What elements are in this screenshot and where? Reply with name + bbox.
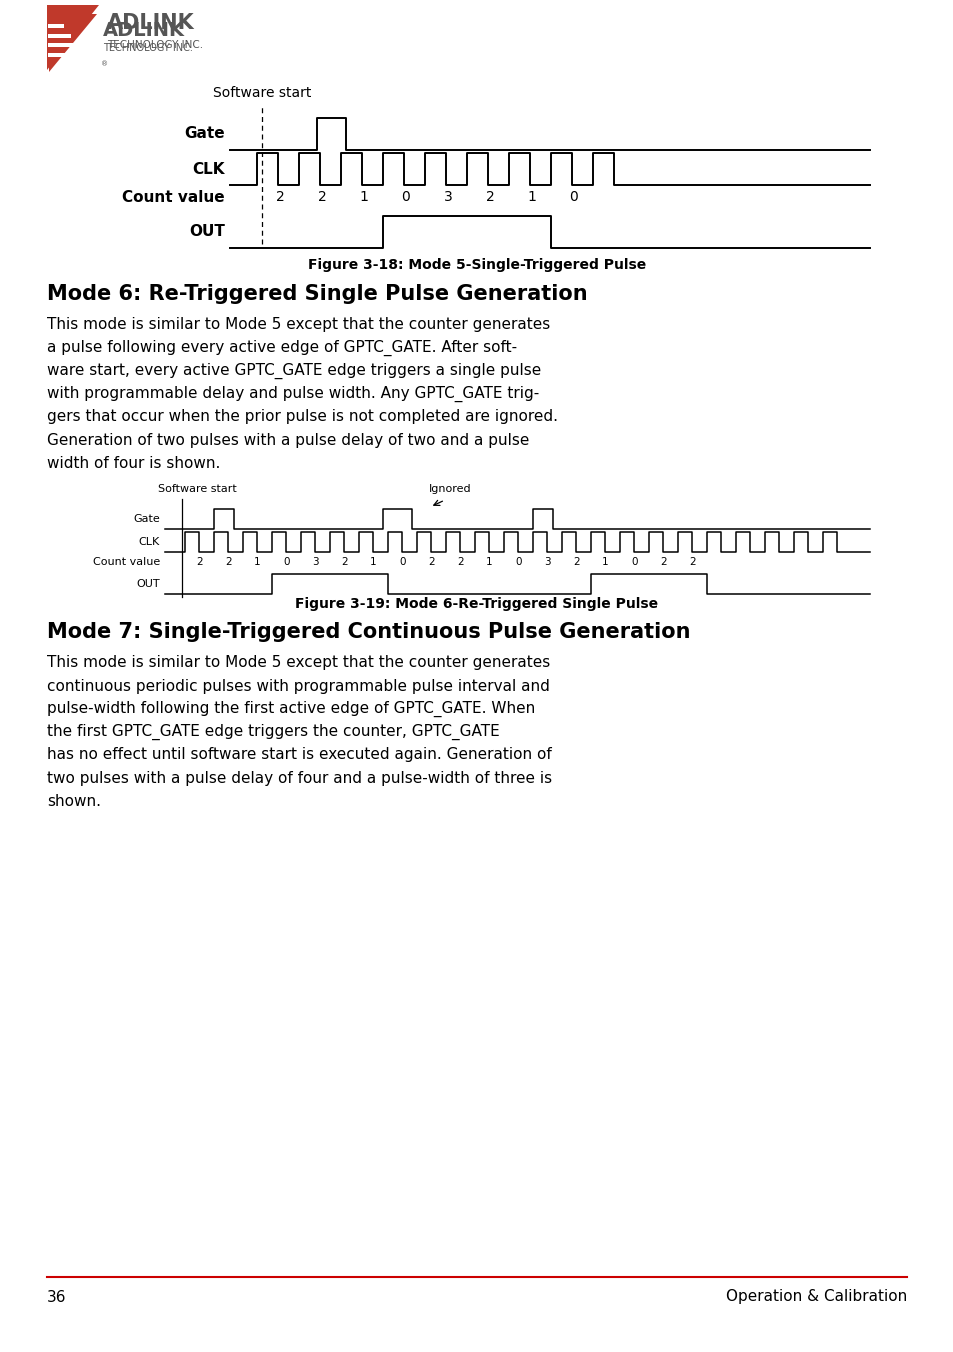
Text: TECHNOLOGY INC.: TECHNOLOGY INC. <box>103 43 193 53</box>
Bar <box>48 24 64 28</box>
Text: Gate: Gate <box>133 514 160 525</box>
Text: 0: 0 <box>515 557 521 566</box>
Text: Count value: Count value <box>92 557 160 566</box>
Text: OUT: OUT <box>136 579 160 589</box>
Text: continuous periodic pulses with programmable pulse interval and: continuous periodic pulses with programm… <box>47 679 549 694</box>
Text: 2: 2 <box>317 191 326 204</box>
Text: OUT: OUT <box>189 224 225 239</box>
Text: 1: 1 <box>253 557 260 566</box>
Text: has no effect until software start is executed again. Generation of: has no effect until software start is ex… <box>47 748 551 763</box>
Text: the first GPTC_GATE edge triggers the counter, GPTC_GATE: the first GPTC_GATE edge triggers the co… <box>47 723 499 740</box>
Text: 3: 3 <box>543 557 550 566</box>
Text: Software start: Software start <box>213 87 311 100</box>
Text: This mode is similar to Mode 5 except that the counter generates: This mode is similar to Mode 5 except th… <box>47 318 550 333</box>
Text: 1: 1 <box>527 191 536 204</box>
Text: 0: 0 <box>283 557 290 566</box>
Text: 2: 2 <box>428 557 435 566</box>
Text: 2: 2 <box>485 191 494 204</box>
Text: shown.: shown. <box>47 794 101 808</box>
Text: ®: ® <box>101 61 108 68</box>
Text: 0: 0 <box>401 191 410 204</box>
Text: 0: 0 <box>631 557 638 566</box>
Text: two pulses with a pulse delay of four and a pulse-width of three is: two pulses with a pulse delay of four an… <box>47 771 552 786</box>
Polygon shape <box>49 14 97 72</box>
Text: This mode is similar to Mode 5 except that the counter generates: This mode is similar to Mode 5 except th… <box>47 656 550 671</box>
Text: Gate: Gate <box>184 127 225 142</box>
Text: 1: 1 <box>370 557 376 566</box>
Text: width of four is shown.: width of four is shown. <box>47 456 220 470</box>
Text: CLK: CLK <box>138 537 160 548</box>
Text: Mode 6: Re-Triggered Single Pulse Generation: Mode 6: Re-Triggered Single Pulse Genera… <box>47 284 587 304</box>
Text: 2: 2 <box>341 557 348 566</box>
Text: Figure 3-19: Mode 6-Re-Triggered Single Pulse: Figure 3-19: Mode 6-Re-Triggered Single … <box>295 598 658 611</box>
Text: 2: 2 <box>456 557 463 566</box>
Text: 1: 1 <box>486 557 493 566</box>
Text: 2: 2 <box>659 557 666 566</box>
Text: pulse-width following the first active edge of GPTC_GATE. When: pulse-width following the first active e… <box>47 700 535 717</box>
Text: 36: 36 <box>47 1290 67 1305</box>
Polygon shape <box>47 5 99 70</box>
Text: 1: 1 <box>601 557 608 566</box>
Bar <box>48 34 71 38</box>
Bar <box>48 53 86 57</box>
Text: 2: 2 <box>196 557 203 566</box>
Text: gers that occur when the prior pulse is not completed are ignored.: gers that occur when the prior pulse is … <box>47 410 558 425</box>
Bar <box>48 43 78 47</box>
Text: 3: 3 <box>443 191 452 204</box>
Text: TECHNOLOGY INC.: TECHNOLOGY INC. <box>107 41 203 50</box>
Text: 0: 0 <box>399 557 405 566</box>
Text: 2: 2 <box>225 557 232 566</box>
Text: ADLINK: ADLINK <box>107 14 194 34</box>
Text: Ignored: Ignored <box>428 484 471 493</box>
Text: Generation of two pulses with a pulse delay of two and a pulse: Generation of two pulses with a pulse de… <box>47 433 529 448</box>
Text: Operation & Calibration: Operation & Calibration <box>725 1290 906 1305</box>
Text: Figure 3-18: Mode 5-Single-Triggered Pulse: Figure 3-18: Mode 5-Single-Triggered Pul… <box>308 258 645 272</box>
Text: 3: 3 <box>312 557 318 566</box>
Text: Software start: Software start <box>157 484 236 493</box>
Text: 0: 0 <box>569 191 578 204</box>
Text: 2: 2 <box>688 557 695 566</box>
Text: Count value: Count value <box>122 189 225 204</box>
Text: with programmable delay and pulse width. Any GPTC_GATE trig-: with programmable delay and pulse width.… <box>47 385 538 402</box>
Text: 2: 2 <box>275 191 284 204</box>
Text: Mode 7: Single-Triggered Continuous Pulse Generation: Mode 7: Single-Triggered Continuous Puls… <box>47 622 690 642</box>
Text: ware start, every active GPTC_GATE edge triggers a single pulse: ware start, every active GPTC_GATE edge … <box>47 362 540 379</box>
Text: ADLINK: ADLINK <box>103 20 185 39</box>
Text: 1: 1 <box>359 191 368 204</box>
Text: a pulse following every active edge of GPTC_GATE. After soft-: a pulse following every active edge of G… <box>47 339 517 356</box>
Text: 2: 2 <box>573 557 579 566</box>
Text: CLK: CLK <box>193 161 225 177</box>
